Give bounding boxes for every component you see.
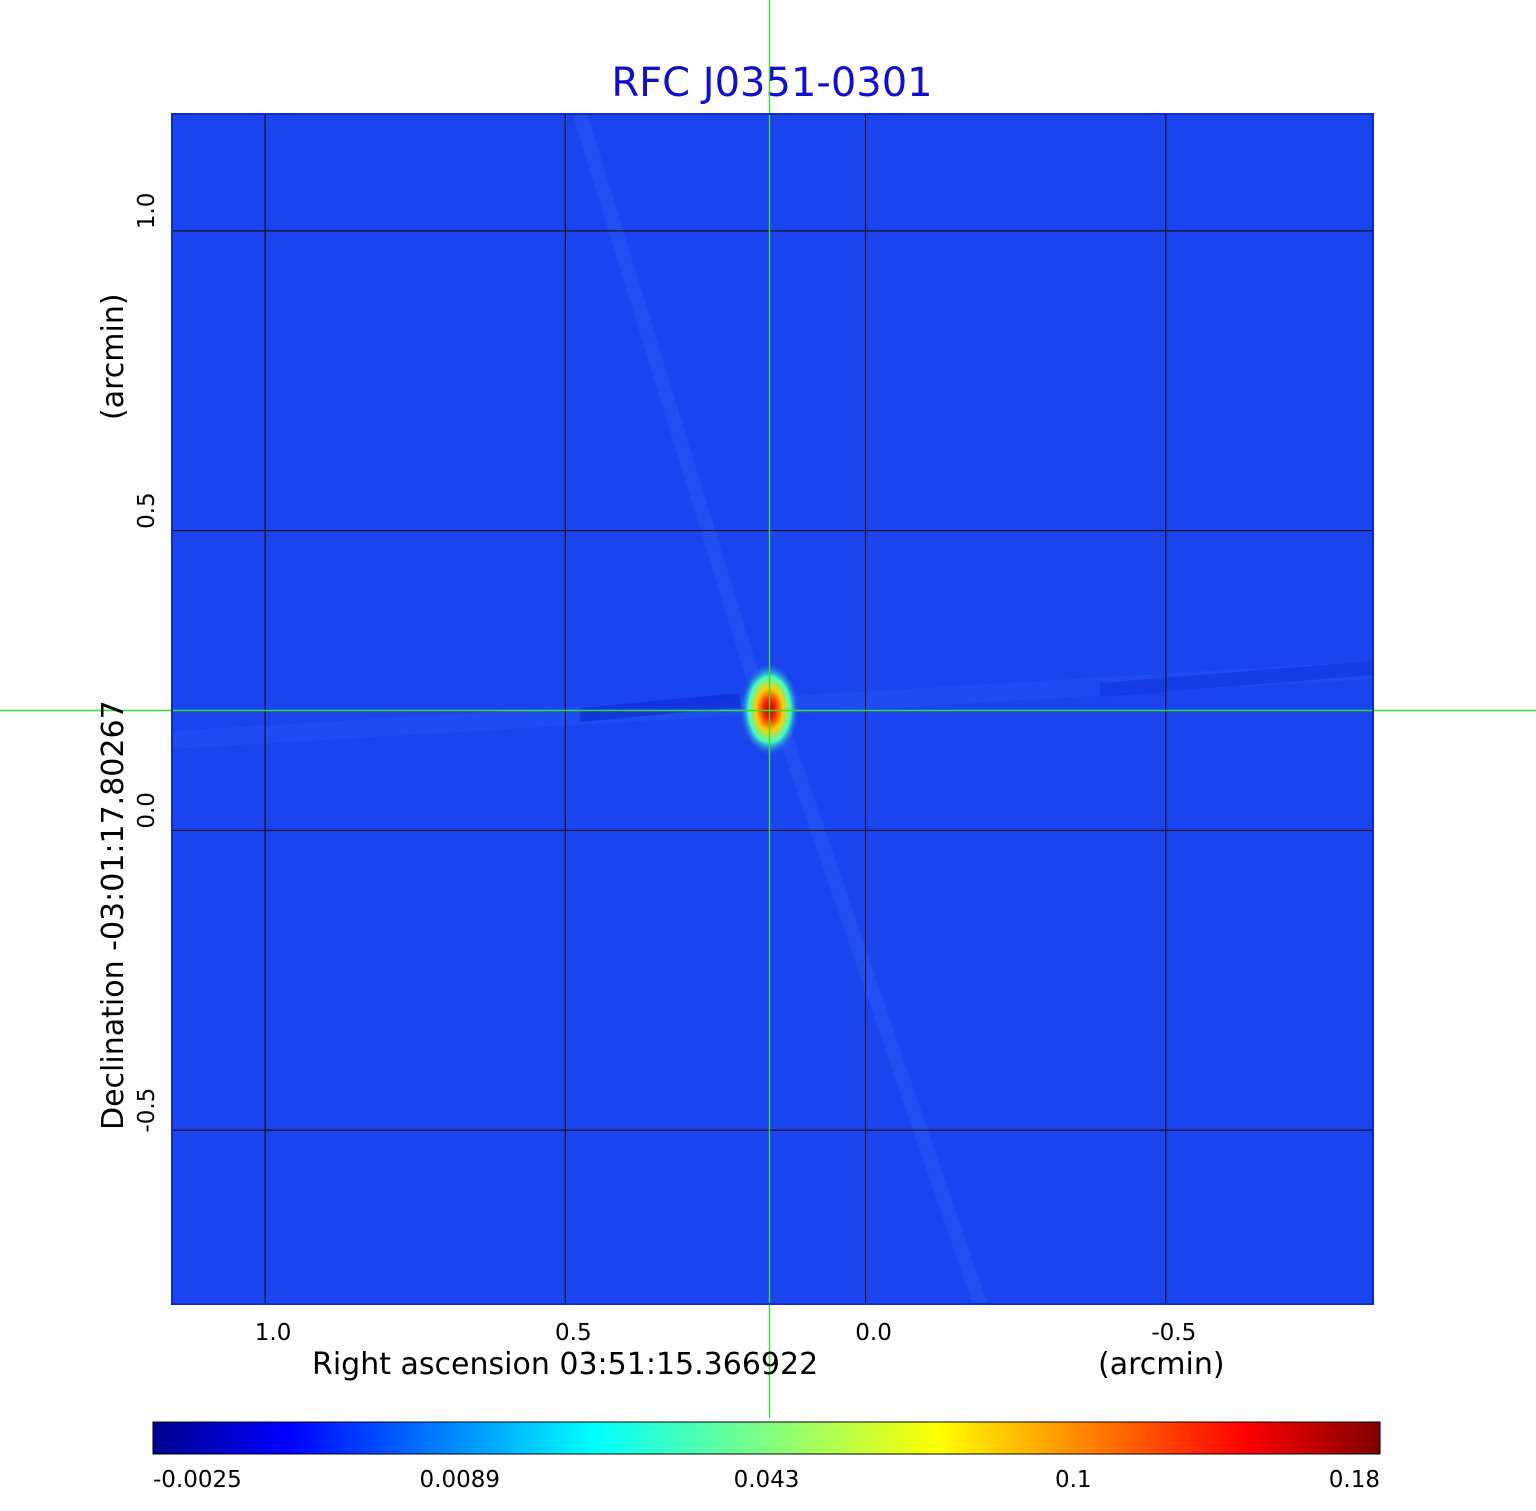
- grid-lines: [172, 114, 1373, 1304]
- plot-frame: [171, 113, 1374, 1305]
- x-tick-label: 0.0: [855, 1320, 892, 1346]
- x-tick-label: 0.5: [555, 1320, 592, 1346]
- colorbar-tick-label: 0.1: [1055, 1467, 1092, 1493]
- colorbar: -0.0025 0.0089 0.043 0.1 0.18: [152, 1421, 1381, 1493]
- colorbar-tick-label: 0.043: [734, 1467, 800, 1493]
- colorbar-gradient: [152, 1421, 1381, 1455]
- image-artifacts: [172, 114, 1373, 1304]
- crosshair: [0, 0, 1536, 1418]
- x-tick-label: 1.0: [255, 1320, 292, 1346]
- y-tick-label: 0.5: [134, 492, 160, 529]
- y-tick-labels: 1.0 0.5 0.0 -0.5: [134, 193, 160, 1133]
- x-tick-label: -0.5: [1151, 1320, 1196, 1346]
- x-tick-labels: 1.0 0.5 0.0 -0.5: [255, 1320, 1196, 1346]
- x-axis-unit: (arcmin): [1098, 1347, 1225, 1382]
- y-tick-label: 0.0: [134, 792, 160, 829]
- x-axis-label: Right ascension 03:51:15.366922: [312, 1347, 818, 1382]
- colorbar-tick-labels: -0.0025 0.0089 0.043 0.1 0.18: [153, 1467, 1380, 1493]
- y-tick-label: -0.5: [134, 1088, 160, 1133]
- y-tick-label: 1.0: [134, 193, 160, 230]
- plot-area: [0, 0, 1536, 1418]
- y-axis-unit: (arcmin): [96, 293, 131, 420]
- y-axis-label: Declination -03:01:17.80267: [96, 700, 131, 1130]
- colorbar-tick-label: -0.0025: [153, 1467, 242, 1493]
- colorbar-tick-label: 0.0089: [420, 1467, 500, 1493]
- colorbar-tick-label: 0.18: [1329, 1467, 1380, 1493]
- chart-title: RFC J0351-0301: [611, 60, 932, 106]
